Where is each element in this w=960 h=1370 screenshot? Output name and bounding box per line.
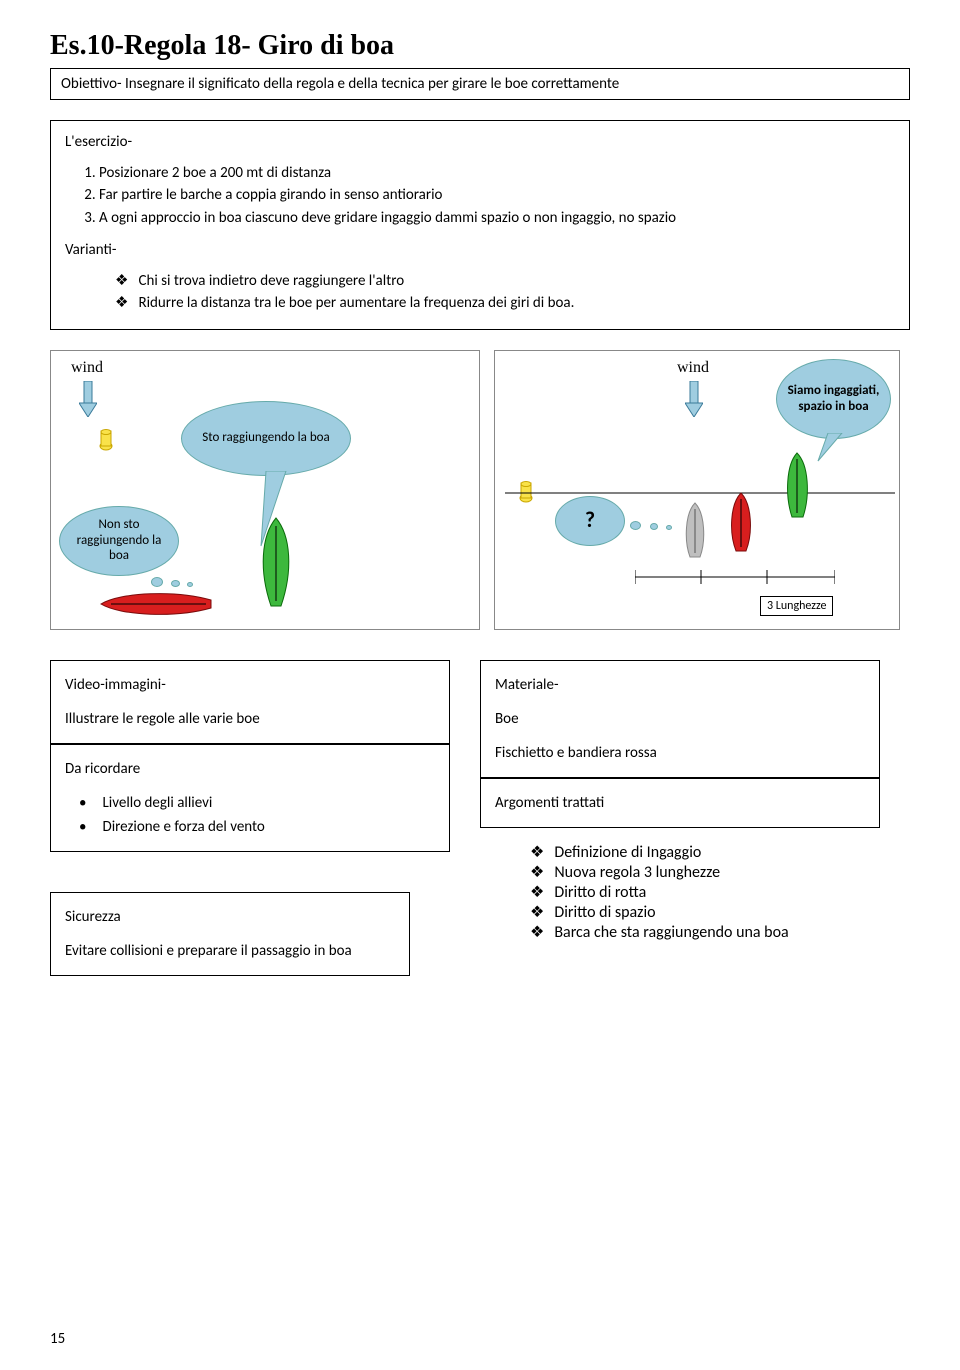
material-box: Materiale- Boe Fischietto e bandiera ros… [480, 660, 880, 778]
boat-red-icon [96, 586, 216, 622]
boat-shadow-icon [675, 501, 715, 561]
wind-label: wind [677, 359, 709, 377]
thought-bubble: Non sto raggiungendo la boa [59, 506, 179, 576]
exercise-step: Far partire le barche a coppia girando i… [99, 184, 895, 207]
exercise-step: Posizionare 2 boe a 200 mt di distanza [99, 162, 895, 185]
topic-item: Nuova regola 3 lunghezze [530, 862, 880, 882]
speech-tail-icon [816, 433, 844, 463]
variant-item: Ridurre la distanza tra le boe per aumen… [115, 292, 895, 315]
buoy-icon [99, 429, 113, 451]
page-number: 15 [50, 1330, 65, 1348]
objective-box: Obiettivo- Insegnare il significato dell… [50, 68, 910, 100]
diagram-left: wind Sto raggiungendo la boa Non sto rag… [50, 350, 480, 630]
speech-bubble-right: Siamo ingaggiati, spazio in boa [776, 359, 891, 439]
remember-item: Livello degli allievi [79, 791, 435, 815]
topic-item: Diritto di rotta [530, 882, 880, 902]
material-line: Boe [495, 707, 865, 731]
topic-item: Definizione di Ingaggio [530, 842, 880, 862]
page-title: Es.10-Regola 18- Giro di boa [50, 30, 910, 62]
topics-list: Definizione di Ingaggio Nuova regola 3 l… [500, 842, 880, 942]
exercise-box: L'esercizio- Posizionare 2 boe a 200 mt … [50, 120, 910, 330]
thought-dots-icon [630, 516, 672, 535]
speech-bubble-main: Sto raggiungendo la boa [181, 401, 351, 476]
diagram-right: wind Siamo ingaggiati, spazio in boa ? [494, 350, 900, 630]
video-box: Video-immagini- Illustrare le regole all… [50, 660, 450, 744]
lengths-label: 3 Lunghezze [760, 596, 833, 616]
topics-list-wrapper: Definizione di Ingaggio Nuova regola 3 l… [480, 828, 880, 942]
safety-label: Sicurezza [65, 905, 395, 929]
material-label: Materiale- [495, 673, 865, 697]
remember-box: Da ricordare Livello degli allievi Direz… [50, 744, 450, 852]
variants-list: Chi si trova indietro deve raggiungere l… [65, 270, 895, 315]
wind-label: wind [71, 359, 103, 377]
exercise-label: L'esercizio- [65, 131, 895, 154]
remember-item: Direzione e forza del vento [79, 815, 435, 839]
diagrams-row: wind Sto raggiungendo la boa Non sto rag… [50, 350, 910, 630]
length-markers [635, 567, 835, 587]
question-bubble: ? [555, 496, 625, 546]
exercise-steps: Posizionare 2 boe a 200 mt di distanza F… [65, 162, 895, 230]
lower-grid: Video-immagini- Illustrare le regole all… [50, 660, 910, 976]
video-label: Video-immagini- [65, 673, 435, 697]
overlap-line [505, 489, 895, 497]
boat-red-icon [720, 491, 762, 555]
material-line: Fischietto e bandiera rossa [495, 741, 865, 765]
topic-item: Diritto di spazio [530, 902, 880, 922]
topic-item: Barca che sta raggiungendo una boa [530, 922, 880, 942]
remember-list: Livello degli allievi Direzione e forza … [65, 791, 435, 839]
variants-label: Varianti- [65, 239, 895, 262]
wind-arrow-icon [79, 381, 97, 417]
topics-box: Argomenti trattati [480, 778, 880, 828]
remember-label: Da ricordare [65, 757, 435, 781]
boat-green-icon [775, 451, 820, 521]
boat-green-icon [241, 516, 311, 611]
safety-text: Evitare collisioni e preparare il passag… [65, 939, 395, 963]
topics-label: Argomenti trattati [495, 791, 865, 815]
video-text: Illustrare le regole alle varie boe [65, 707, 435, 731]
safety-box: Sicurezza Evitare collisioni e preparare… [50, 892, 410, 976]
variant-item: Chi si trova indietro deve raggiungere l… [115, 270, 895, 293]
wind-arrow-icon [685, 381, 703, 417]
exercise-step: A ogni approccio in boa ciascuno deve gr… [99, 207, 895, 230]
